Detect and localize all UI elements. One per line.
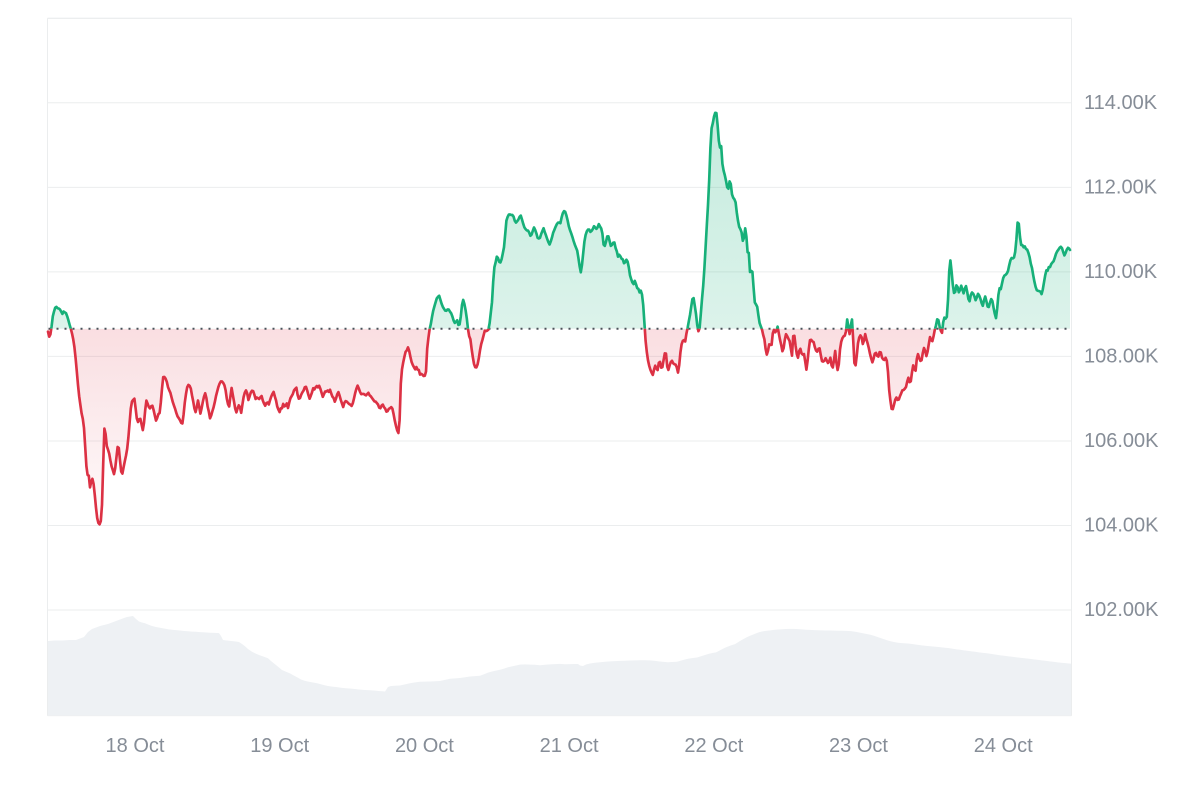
svg-text:24 Oct: 24 Oct xyxy=(974,735,1033,757)
svg-text:19 Oct: 19 Oct xyxy=(250,735,309,757)
svg-text:106.00K: 106.00K xyxy=(1084,430,1159,452)
svg-text:112.00K: 112.00K xyxy=(1084,176,1158,198)
svg-text:110.00K: 110.00K xyxy=(1084,261,1158,283)
svg-text:21 Oct: 21 Oct xyxy=(540,735,599,757)
svg-text:22 Oct: 22 Oct xyxy=(684,735,743,757)
svg-text:18 Oct: 18 Oct xyxy=(106,735,165,757)
svg-text:23 Oct: 23 Oct xyxy=(829,735,888,757)
svg-text:102.00K: 102.00K xyxy=(1084,599,1159,621)
svg-text:20 Oct: 20 Oct xyxy=(395,735,454,757)
svg-text:114.00K: 114.00K xyxy=(1084,92,1158,114)
svg-text:104.00K: 104.00K xyxy=(1084,515,1159,537)
svg-text:108.00K: 108.00K xyxy=(1084,345,1159,367)
